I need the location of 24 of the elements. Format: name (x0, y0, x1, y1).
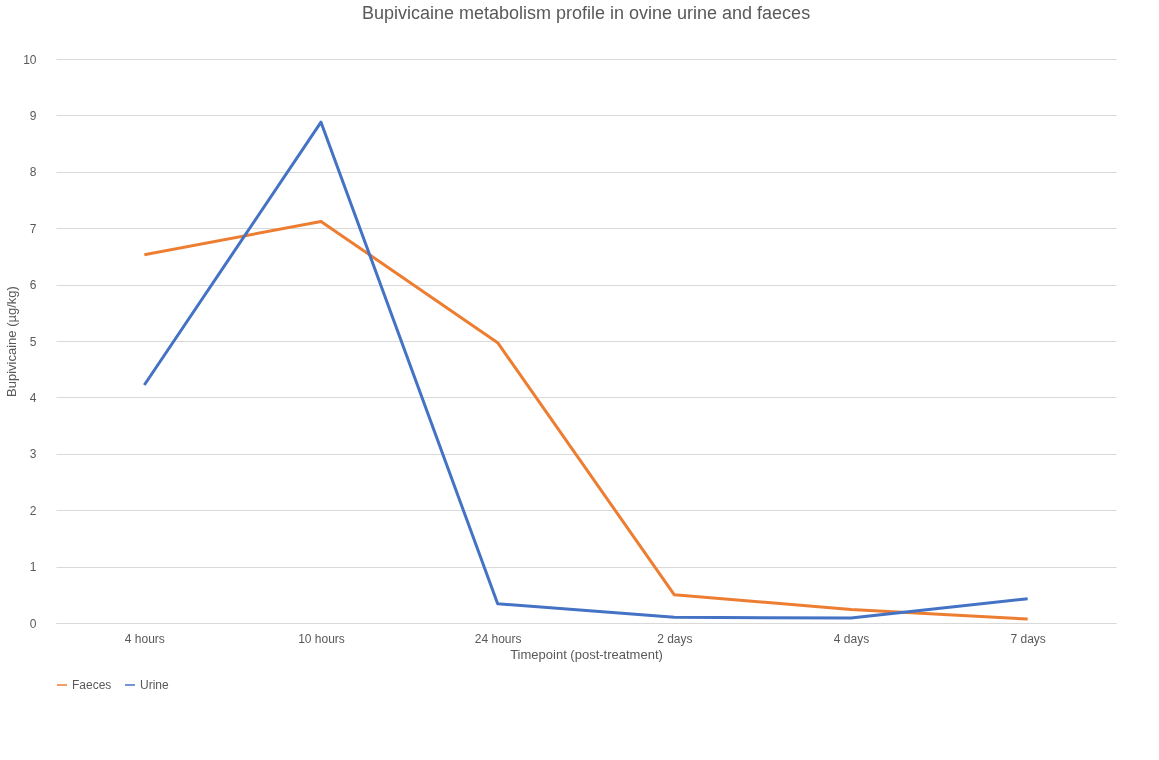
y-tick-label: 2 (29, 503, 37, 518)
y-tick-label: 5 (29, 334, 37, 349)
x-tick-label: 4 days (833, 631, 870, 646)
y-tick-label: 8 (29, 165, 37, 180)
x-axis-title: Timepoint (post-treatment) (510, 646, 663, 662)
y-tick-label: 4 (29, 390, 37, 405)
y-axis-title: Bupivicaine (µg/kg) (4, 286, 20, 397)
x-tick-label: 10 hours (298, 631, 345, 646)
y-tick-label: 9 (29, 108, 37, 123)
y-tick-label: 6 (29, 278, 37, 293)
line-series (142, 120, 1030, 620)
y-tick-label: 3 (29, 447, 37, 462)
legend-label: Faeces (72, 678, 112, 692)
x-tick-label: 2 days (657, 631, 693, 646)
y-tick-label: 1 (29, 560, 37, 575)
legend-label: Urine (140, 678, 169, 692)
y-tick-label: 7 (29, 221, 37, 236)
x-tick-label: 24 hours (474, 631, 522, 646)
x-tick-label: 7 days (1010, 631, 1046, 646)
y-tick-label: 0 (29, 616, 37, 631)
line-series (142, 219, 1030, 621)
chart-title: Bupivicaine metabolism profile in ovine urine and faeces (361, 3, 811, 23)
x-tick-label: 4 hours (124, 631, 165, 646)
y-tick-label: 10 (23, 52, 37, 67)
